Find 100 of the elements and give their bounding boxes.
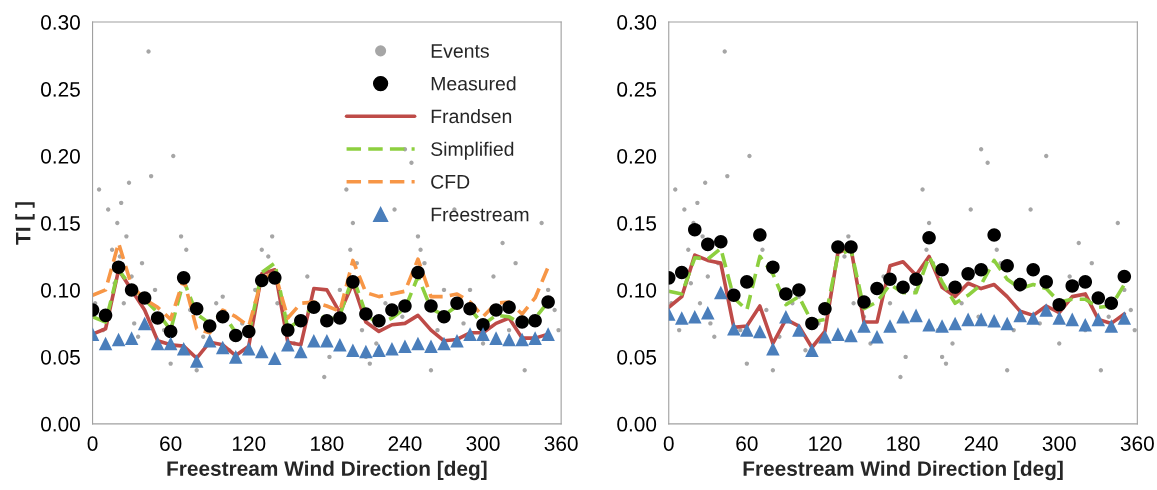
point xyxy=(202,334,217,348)
point xyxy=(176,342,191,356)
point xyxy=(241,324,256,339)
point xyxy=(137,316,152,331)
point xyxy=(228,328,243,343)
point xyxy=(766,260,780,274)
point xyxy=(909,308,923,323)
point xyxy=(333,311,347,325)
point xyxy=(528,331,542,345)
legend-label: Measured xyxy=(431,76,516,91)
point xyxy=(346,275,360,289)
point xyxy=(727,288,741,303)
point xyxy=(753,324,767,339)
point xyxy=(961,312,975,327)
point xyxy=(528,313,542,328)
point xyxy=(463,327,477,341)
x-tick-label: 60 xyxy=(160,436,182,451)
legend-label: Freestream xyxy=(431,207,529,222)
point xyxy=(688,309,702,324)
point xyxy=(98,308,113,323)
point xyxy=(805,343,819,357)
point xyxy=(150,336,165,351)
point xyxy=(541,295,555,309)
point xyxy=(1104,319,1119,333)
point xyxy=(424,299,438,313)
point xyxy=(111,260,126,274)
point xyxy=(987,313,1001,328)
point xyxy=(883,319,897,333)
point xyxy=(922,230,936,245)
point xyxy=(779,287,793,301)
point xyxy=(98,336,113,351)
point xyxy=(870,330,884,344)
point xyxy=(450,334,464,348)
x-tick-label: 240 xyxy=(388,436,422,451)
point xyxy=(515,332,529,347)
point xyxy=(909,272,923,286)
x-tick-label: 60 xyxy=(736,436,758,451)
point xyxy=(701,305,715,320)
point xyxy=(792,283,806,297)
y-tick-label: 0.05 xyxy=(617,349,657,365)
point xyxy=(1091,291,1106,305)
point xyxy=(424,339,438,353)
point xyxy=(489,303,503,317)
point xyxy=(124,283,139,297)
point xyxy=(1000,259,1014,273)
point xyxy=(307,334,321,348)
point xyxy=(740,323,754,337)
point xyxy=(320,334,334,348)
point xyxy=(137,291,152,305)
point xyxy=(1078,275,1093,289)
point xyxy=(268,271,282,285)
point xyxy=(935,319,949,333)
point xyxy=(228,350,243,364)
point xyxy=(1052,297,1066,312)
point xyxy=(688,222,702,237)
point xyxy=(268,351,282,365)
point xyxy=(359,344,373,359)
point xyxy=(1065,279,1080,293)
point xyxy=(857,319,871,333)
point xyxy=(1117,311,1132,325)
point xyxy=(1026,263,1040,277)
x-tick-label: 360 xyxy=(544,436,578,451)
x-tick-label: 0 xyxy=(87,436,98,451)
point xyxy=(1117,269,1132,284)
point xyxy=(948,316,962,331)
point xyxy=(372,313,386,328)
point xyxy=(111,332,126,347)
point xyxy=(398,299,412,313)
point xyxy=(333,338,347,352)
point xyxy=(987,228,1001,242)
point xyxy=(974,263,988,277)
point xyxy=(385,303,399,317)
point xyxy=(1039,303,1053,317)
point xyxy=(398,339,412,353)
legend-label: Simplified xyxy=(431,141,514,160)
point xyxy=(1078,317,1093,332)
point xyxy=(779,309,793,324)
point xyxy=(502,300,516,315)
y-tick-label: 0.15 xyxy=(617,215,657,231)
y-tick-label: 0.20 xyxy=(41,148,80,164)
point xyxy=(255,273,269,288)
point xyxy=(1104,296,1119,311)
point xyxy=(896,280,910,295)
point xyxy=(922,317,936,332)
point xyxy=(189,354,204,368)
point xyxy=(753,228,767,242)
y-tick-label: 0.20 xyxy=(617,148,657,164)
point xyxy=(489,331,503,345)
point xyxy=(359,307,373,321)
point xyxy=(150,311,165,325)
point xyxy=(163,336,178,351)
point xyxy=(1013,308,1027,323)
point xyxy=(476,327,490,341)
point xyxy=(857,295,871,309)
point xyxy=(831,327,845,341)
point xyxy=(961,267,975,281)
point xyxy=(437,336,451,351)
point xyxy=(974,312,988,327)
point xyxy=(346,343,360,357)
point xyxy=(1039,275,1053,289)
